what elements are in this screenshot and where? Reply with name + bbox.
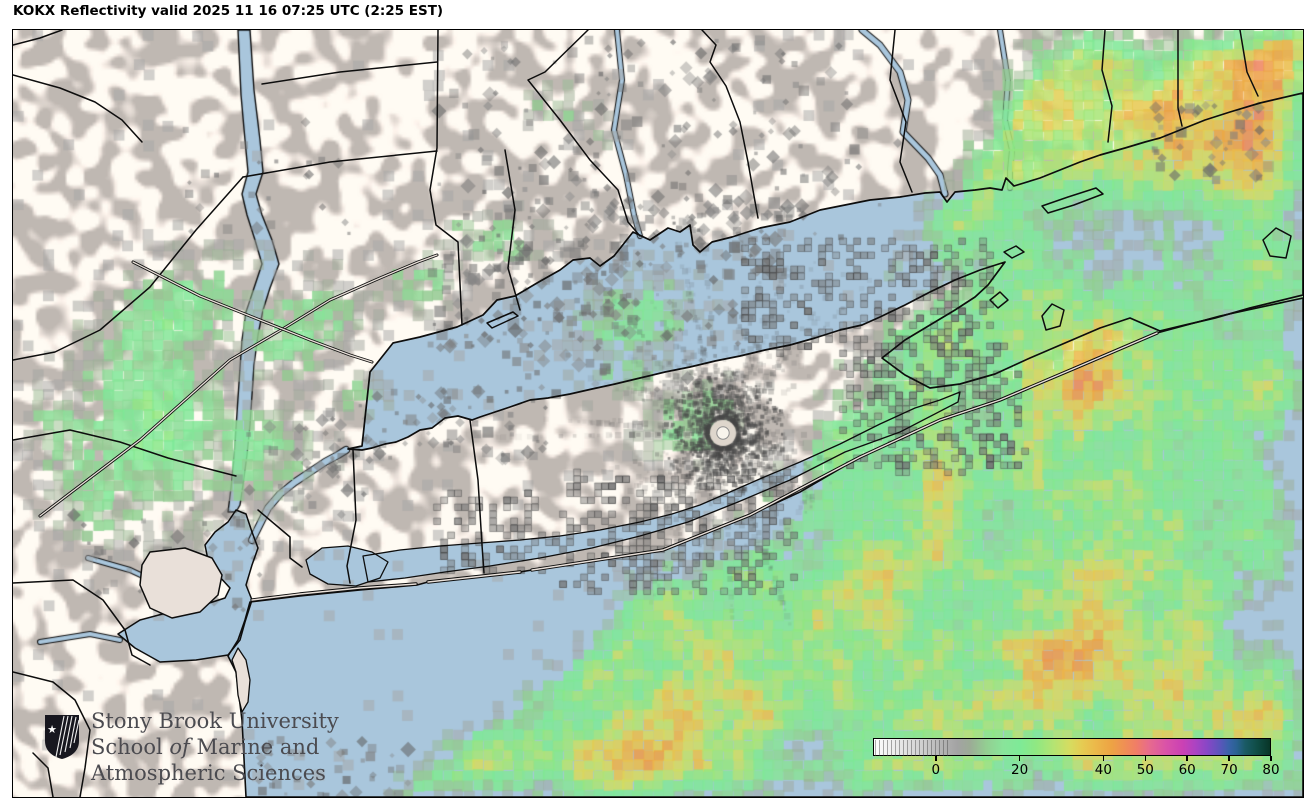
- colorbar-tick-label: 40: [1094, 762, 1112, 778]
- logo-line-2: School of Marine and: [91, 735, 320, 759]
- figure-title: KOKX Reflectivity valid 2025 11 16 07:25…: [13, 3, 444, 19]
- sbu-logo: ★ Stony Brook University School of Marin…: [43, 708, 339, 786]
- sbu-logo-text: Stony Brook University School of Marine …: [91, 708, 339, 786]
- colorbar-tick-label: 70: [1220, 762, 1238, 778]
- colorbar-tick-label: 20: [1011, 762, 1029, 778]
- logo-line-1: Stony Brook University: [91, 709, 339, 733]
- logo-line-3: Atmospheric Sciences: [91, 761, 326, 785]
- reflectivity-colorbar: 0 20 40 50 60 70 80: [873, 738, 1280, 786]
- colorbar-tick-label: 60: [1178, 762, 1196, 778]
- colorbar-tick-label: 50: [1136, 762, 1154, 778]
- colorbar-tick-mark: [1228, 756, 1230, 761]
- colorbar-tick-mark: [1186, 756, 1188, 761]
- colorbar-tick-mark: [935, 756, 937, 761]
- colorbar-tick-mark: [1144, 756, 1147, 761]
- colorbar-tick-mark: [1102, 756, 1105, 761]
- colorbar-tick-label: 0: [931, 762, 941, 778]
- colorbar-gradient: [873, 738, 1271, 756]
- map-frame: ★ Stony Brook University School of Marin…: [12, 29, 1304, 798]
- colorbar-tick-mark: [1270, 756, 1272, 761]
- shield-star-icon: ★: [47, 723, 57, 736]
- colorbar-tick-label: 80: [1262, 762, 1280, 778]
- colorbar-hatch-pattern: [875, 740, 950, 756]
- colorbar-tick-mark: [1018, 756, 1021, 761]
- sbu-shield-icon: ★: [45, 715, 80, 759]
- radar-map-canvas: [13, 30, 1303, 797]
